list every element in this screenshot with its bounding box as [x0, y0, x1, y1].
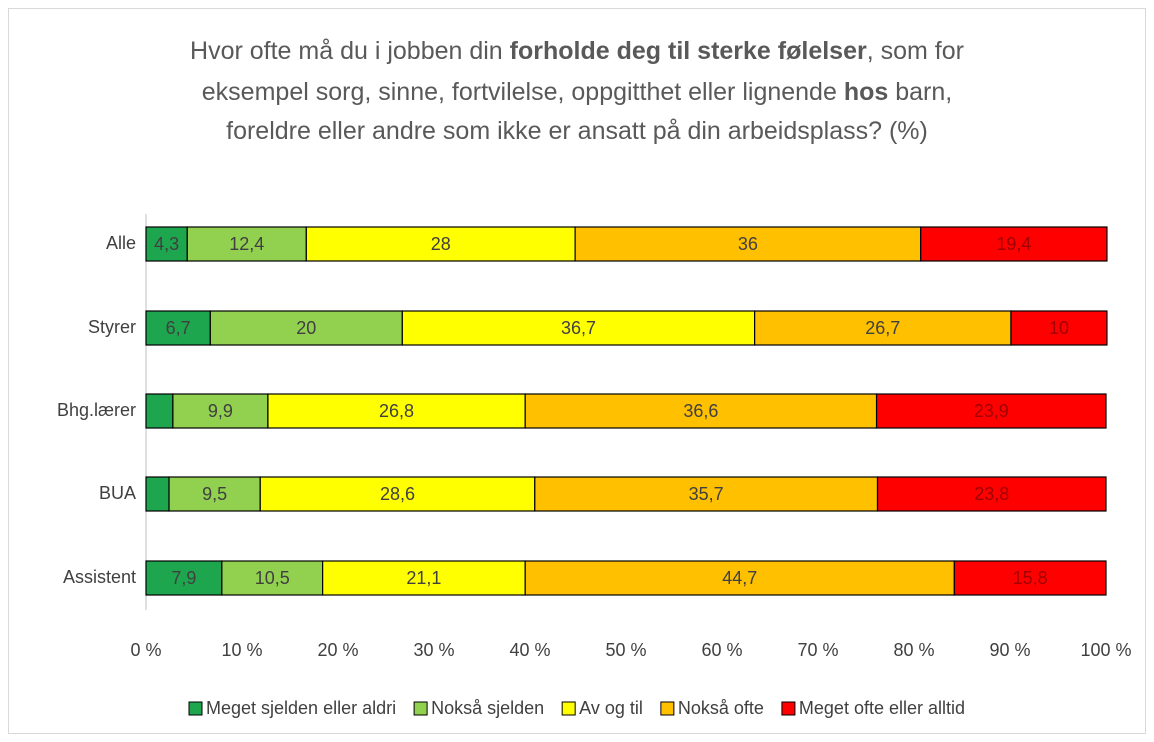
legend-label: Nokså sjelden — [431, 698, 544, 718]
legend-swatch — [413, 701, 428, 716]
x-tick-label: 100 % — [1080, 640, 1131, 660]
x-tick-label: 70 % — [797, 640, 838, 660]
title-segment: hos — [844, 78, 888, 106]
chart-title: eksempel sorg, sinne, fortvilelse, oppgi… — [202, 78, 952, 106]
title-segment: eksempel sorg, sinne, fortvilelse, oppgi… — [202, 78, 844, 106]
x-tick-label: 30 % — [413, 640, 454, 660]
x-tick-label: 0 % — [130, 640, 161, 660]
bar-segment — [953, 560, 1107, 596]
legend-item: Av og til — [561, 698, 643, 718]
data-label: 19,4 — [996, 234, 1031, 254]
data-label: 26,8 — [379, 401, 414, 421]
title-segment: barn, — [888, 78, 952, 106]
data-label: 44,7 — [722, 568, 757, 588]
bar-segment — [145, 226, 188, 262]
bar-segment — [534, 476, 879, 512]
data-label: 23,8 — [974, 484, 1009, 504]
data-label: 36,6 — [683, 401, 718, 421]
data-label: 15,8 — [1013, 568, 1048, 588]
bar-segment — [168, 476, 261, 512]
data-label: 28 — [431, 234, 451, 254]
bar-segment — [524, 393, 878, 429]
chart-title: foreldre eller andre som ikke er ansatt … — [226, 117, 928, 145]
data-label: 12,4 — [229, 234, 264, 254]
data-label: 35,7 — [689, 484, 724, 504]
data-label: 4,3 — [154, 234, 179, 254]
x-tick-label: 10 % — [221, 640, 262, 660]
legend-swatch — [561, 701, 576, 716]
x-tick-label: 90 % — [989, 640, 1030, 660]
x-tick-label: 40 % — [509, 640, 550, 660]
data-label: 6,7 — [166, 318, 191, 338]
bar-segment — [145, 393, 174, 429]
x-tick-label: 50 % — [605, 640, 646, 660]
bar-segment — [401, 310, 756, 346]
bar-segment — [221, 560, 324, 596]
bar-segment — [875, 393, 1107, 429]
data-label: 10,5 — [255, 568, 290, 588]
x-tick-label: 60 % — [701, 640, 742, 660]
legend-label: Nokså ofte — [678, 698, 764, 718]
x-tick-label: 20 % — [317, 640, 358, 660]
title-segment: Hvor ofte må du i jobben din — [190, 37, 510, 65]
x-tick-label: 80 % — [893, 640, 934, 660]
legend-swatch — [188, 701, 203, 716]
data-label: 9,5 — [202, 484, 227, 504]
chart-title: Hvor ofte må du i jobben din forholde de… — [190, 37, 964, 65]
legend-label: Meget ofte eller alltid — [799, 698, 965, 718]
data-label: 7,9 — [171, 568, 196, 588]
legend-swatch — [660, 701, 675, 716]
legend-swatch — [781, 701, 796, 716]
data-label: 21,1 — [406, 568, 441, 588]
legend-item: Nokså ofte — [660, 698, 764, 718]
bar-segment — [876, 476, 1107, 512]
bar-segment — [920, 226, 1108, 262]
data-label: 10 — [1049, 318, 1069, 338]
bar-segment — [186, 226, 307, 262]
data-label: 23,9 — [974, 401, 1009, 421]
legend-item: Meget ofte eller alltid — [781, 698, 965, 718]
legend-item: Meget sjelden eller aldri — [188, 698, 396, 718]
bar-segment — [145, 476, 170, 512]
y-tick-label: Assistent — [63, 567, 136, 587]
data-label: 9,9 — [208, 401, 233, 421]
bar-segment — [524, 560, 955, 596]
y-tick-label: Alle — [106, 233, 136, 253]
y-tick-label: Bhg.lærer — [57, 400, 136, 420]
bar-segment — [259, 476, 536, 512]
title-segment: foreldre eller andre som ikke er ansatt … — [226, 117, 928, 145]
title-segment: forholde deg til sterke følelser — [510, 37, 867, 65]
legend-label: Meget sjelden eller aldri — [206, 698, 396, 718]
data-label: 20 — [296, 318, 316, 338]
legend-item: Nokså sjelden — [413, 698, 544, 718]
bar-segment — [1010, 310, 1108, 346]
data-label: 36,7 — [561, 318, 596, 338]
bar-segment — [754, 310, 1012, 346]
title-segment: , som for — [867, 37, 964, 65]
bar-segment — [267, 393, 526, 429]
data-label: 28,6 — [380, 484, 415, 504]
data-label: 36 — [738, 234, 758, 254]
y-tick-label: BUA — [99, 483, 136, 503]
bar-segment — [145, 560, 223, 596]
legend-label: Av og til — [579, 698, 643, 718]
y-tick-label: Styrer — [88, 317, 136, 337]
data-label: 26,7 — [865, 318, 900, 338]
chart-frame — [8, 8, 1146, 734]
